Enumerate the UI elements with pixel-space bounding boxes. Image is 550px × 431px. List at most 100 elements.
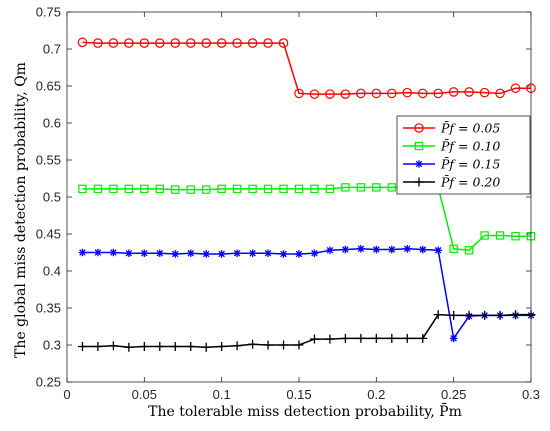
data-point [124,342,134,352]
y-tick-label: 0.65 [36,79,61,94]
legend-item: P̄f = 0.05 [403,120,500,136]
data-point [371,88,382,99]
y-tick-label: 0.5 [43,190,61,205]
data-point [325,334,335,344]
data-point [434,246,442,255]
data-point [480,231,489,240]
data-point [171,185,180,194]
legend-marker [414,141,424,151]
data-point [78,248,87,257]
data-point [417,88,428,99]
data-point [402,333,412,343]
legend-item: P̄f = 0.20 [403,174,500,190]
data-point [448,87,459,97]
data-point [511,232,520,241]
y-tick-label: 0.55 [36,153,61,168]
data-point [326,246,334,255]
data-point [510,83,521,94]
series-1 [77,37,536,99]
data-point [309,334,319,344]
data-point [170,38,181,48]
data-point [418,245,427,254]
data-point [449,334,458,343]
data-point [356,88,366,99]
data-point [387,333,397,343]
data-point [155,341,165,351]
data-point [232,184,242,194]
data-point [495,310,505,320]
data-point [263,184,273,194]
data-point [201,38,211,48]
data-point [356,333,366,343]
y-tick-label: 0.7 [43,42,61,57]
data-point [77,341,87,351]
legend-label: P̄f = 0.10 [440,138,500,153]
data-point [171,250,180,258]
data-point [124,184,134,194]
data-point [78,184,87,194]
data-point [511,310,521,320]
data-point [77,37,88,48]
data-point [402,87,413,98]
data-point [495,88,505,99]
data-point [372,245,381,254]
data-point [247,38,258,48]
data-point [93,184,103,194]
data-point [294,184,304,194]
data-point [449,310,459,320]
data-point [341,245,350,254]
series-line [82,41,531,95]
legend-label: P̄f = 0.05 [440,120,500,135]
data-point [464,87,474,97]
data-point [109,184,118,194]
y-tick-label: 0.25 [36,375,61,390]
data-point [464,310,474,320]
data-point [155,184,164,194]
data-point [433,310,443,320]
legend-marker [414,123,424,133]
data-point [186,341,196,351]
data-point [480,310,490,320]
x-tick-label: 0 [63,387,70,402]
data-point [356,183,366,192]
data-point [325,89,335,99]
data-point [279,250,288,258]
data-point [233,249,241,258]
x-tick-label: 0.2 [367,387,385,402]
legend-marker [414,177,424,187]
data-point [279,184,288,194]
data-point [464,246,474,255]
data-point [278,38,289,48]
data-point [139,341,149,351]
data-point [371,333,381,343]
data-point [93,341,103,351]
data-point [372,183,381,192]
data-point [108,38,119,48]
legend-label: P̄f = 0.15 [440,156,500,171]
data-point [310,249,319,258]
y-tick-label: 0.4 [43,264,61,279]
data-point [185,38,196,48]
series-line [82,186,531,252]
data-point [140,184,149,194]
data-point [449,244,458,253]
data-point [125,249,133,258]
data-point [310,184,319,194]
data-point [94,248,102,257]
data-point [295,250,303,258]
x-tick-label: 0.15 [286,387,311,402]
x-tick-label: 0.25 [441,387,466,402]
data-point [418,333,428,343]
y-axis-label: The global miss detection probability, Q… [13,62,29,358]
data-point [248,339,258,349]
data-point [341,183,350,192]
data-point [479,87,490,98]
plot-background [67,12,531,382]
data-point [495,231,505,240]
y-tick-label: 0.75 [36,5,61,20]
data-point [202,185,211,194]
data-point [186,249,195,258]
data-point [279,340,289,350]
x-tick-label: 0.3 [522,387,540,402]
